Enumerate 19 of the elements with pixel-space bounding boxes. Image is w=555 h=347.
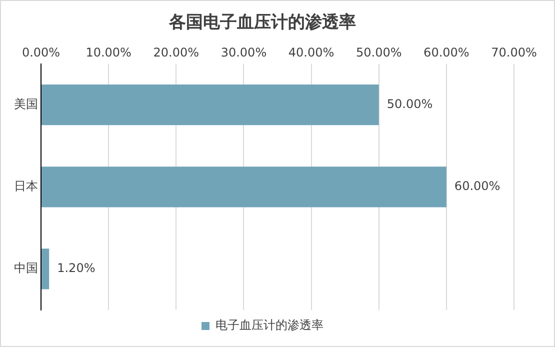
x-tick-label: 10.00% [86, 46, 132, 60]
x-tick-label: 0.00% [22, 46, 60, 60]
bar [42, 166, 446, 208]
x-tick-label: 40.00% [288, 46, 334, 60]
y-tick-label: 美国 [14, 96, 38, 111]
legend-label: 电子血压计的渗透率 [216, 318, 324, 332]
chart-title: 各国电子血压计的渗透率 [168, 12, 356, 33]
x-tick-label: 70.00% [491, 46, 537, 60]
text: 1.20% [57, 261, 96, 276]
bar [42, 248, 50, 290]
y-tick-label: 中国 [14, 261, 38, 276]
x-tick-label: 20.00% [153, 46, 200, 60]
x-tick-label: 30.00% [220, 46, 267, 60]
x-tick-label: 50.00% [356, 46, 402, 60]
y-tick-label: 日本 [14, 179, 38, 194]
text: 50.00% [386, 96, 433, 111]
text: 60.00% [454, 179, 500, 194]
bar [42, 84, 379, 126]
x-tick-label: 60.00% [424, 46, 470, 60]
